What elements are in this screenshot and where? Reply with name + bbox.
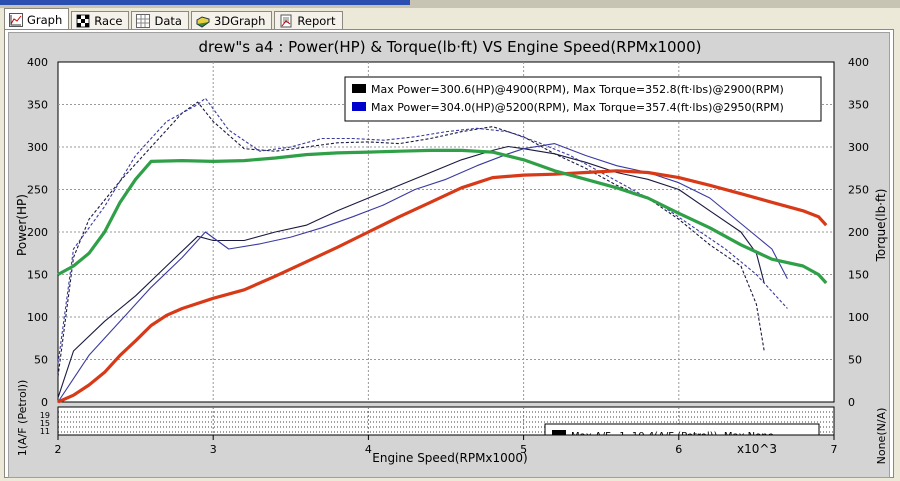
x-tick-3: 3: [210, 443, 217, 456]
y-right-tick-250: 250: [848, 184, 869, 197]
x-axis-label: Engine Speed(RPMx1000): [372, 451, 528, 465]
afr-legend-clip: Max A/F=1, 10.4(A/F (Petrol)), Max None: [571, 431, 774, 442]
afr-tick-15: 15: [40, 419, 50, 428]
y-left-tick-200: 200: [27, 226, 48, 239]
legend-swatch-2: [352, 102, 366, 111]
tab-report-label: Report: [297, 14, 336, 28]
y-left-tick-150: 150: [27, 269, 48, 282]
tab-bar: Graph Race Data 3DGraph Report: [4, 8, 345, 30]
legend-entry-2: Max Power=304.0(HP)@5200(RPM), Max Torqu…: [371, 101, 784, 114]
afr-tick-19: 19: [40, 411, 50, 420]
series-run1-torque: [57, 101, 765, 377]
y-left-tick-300: 300: [27, 141, 48, 154]
report-icon: [280, 14, 292, 28]
tab-race-label: Race: [94, 14, 123, 28]
x-axis-multiplier: x10^3: [737, 442, 777, 456]
y-axis-right-label: Torque(lb·ft): [874, 189, 888, 263]
y-right-tick-50: 50: [848, 354, 862, 367]
tab-data[interactable]: Data: [131, 11, 189, 30]
series-run2-torque: [57, 97, 788, 364]
tab-data-label: Data: [154, 14, 182, 28]
series-layer: [57, 97, 828, 404]
afr-right-label: None(N/A): [875, 408, 888, 465]
y-left-tick-350: 350: [27, 99, 48, 112]
graph-icon: [9, 12, 23, 27]
y-left-tick-0: 0: [41, 396, 48, 409]
x-tick-4: 4: [365, 443, 372, 456]
legend-box: Max Power=300.6(HP)@4900(RPM), Max Torqu…: [344, 76, 822, 122]
x-tick-7: 7: [831, 443, 838, 456]
tab-graph[interactable]: Graph: [4, 8, 70, 30]
tab-report[interactable]: Report: [274, 11, 343, 30]
y-right-tick-100: 100: [848, 311, 869, 324]
title-bar-fragment: [0, 0, 410, 5]
window-top-strip: [0, 0, 900, 8]
y-axis-right: 0 50 100 150 200 250 300 350 400: [848, 56, 869, 409]
afr-legend-swatch: [552, 430, 566, 435]
tab-3dgraph[interactable]: 3DGraph: [190, 11, 273, 30]
afr-grid: [58, 407, 834, 435]
3d-graph-icon: [196, 16, 210, 28]
y-right-tick-300: 300: [848, 141, 869, 154]
afr-left-label: 1(A/F (Petrol)): [16, 380, 29, 457]
y-right-tick-200: 200: [848, 226, 869, 239]
afr-legend-text: Max A/F=1, 10.4(A/F (Petrol)), Max None: [571, 431, 774, 442]
chart-title: drew"s a4 : Power(HP) & Torque(lb·ft) VS…: [199, 38, 702, 56]
series-run2-power: [57, 143, 788, 403]
legend-entry-1: Max Power=300.6(HP)@4900(RPM), Max Torqu…: [371, 83, 784, 96]
y-left-tick-250: 250: [27, 184, 48, 197]
afr-legend-frame: [544, 423, 820, 436]
x-tick-6: 6: [675, 443, 682, 456]
y-left-tick-400: 400: [27, 56, 48, 69]
x-tick-2: 2: [55, 443, 62, 456]
series-sample-power: [57, 169, 828, 404]
x-tick-5: 5: [520, 443, 527, 456]
y-right-tick-400: 400: [848, 56, 869, 69]
table-icon: [136, 14, 151, 28]
legend-frame: [344, 76, 822, 122]
tab-race[interactable]: Race: [71, 11, 130, 30]
y-right-tick-0: 0: [848, 396, 855, 409]
y-left-tick-100: 100: [27, 311, 48, 324]
tab-3dgraph-label: 3DGraph: [213, 14, 266, 28]
legend-swatch-1: [352, 84, 366, 93]
y-left-tick-50: 50: [34, 354, 48, 367]
x-axis: 2 3 4 5 6 7: [55, 435, 838, 456]
afr-tick-11: 11: [40, 427, 50, 436]
y-right-tick-150: 150: [848, 269, 869, 282]
y-axis-left-label: Power(HP): [15, 194, 29, 256]
y-axis-left: 0 50 100 150 200 250 300 350 400: [27, 56, 48, 409]
series-run1-power: [57, 145, 765, 398]
y-right-tick-350: 350: [848, 99, 869, 112]
race-flag-icon: [76, 14, 90, 28]
tab-graph-label: Graph: [27, 12, 63, 27]
series-sample-torque: [57, 148, 828, 285]
afr-legend: Max A/F=1, 10.4(A/F (Petrol)), Max None: [544, 423, 820, 442]
